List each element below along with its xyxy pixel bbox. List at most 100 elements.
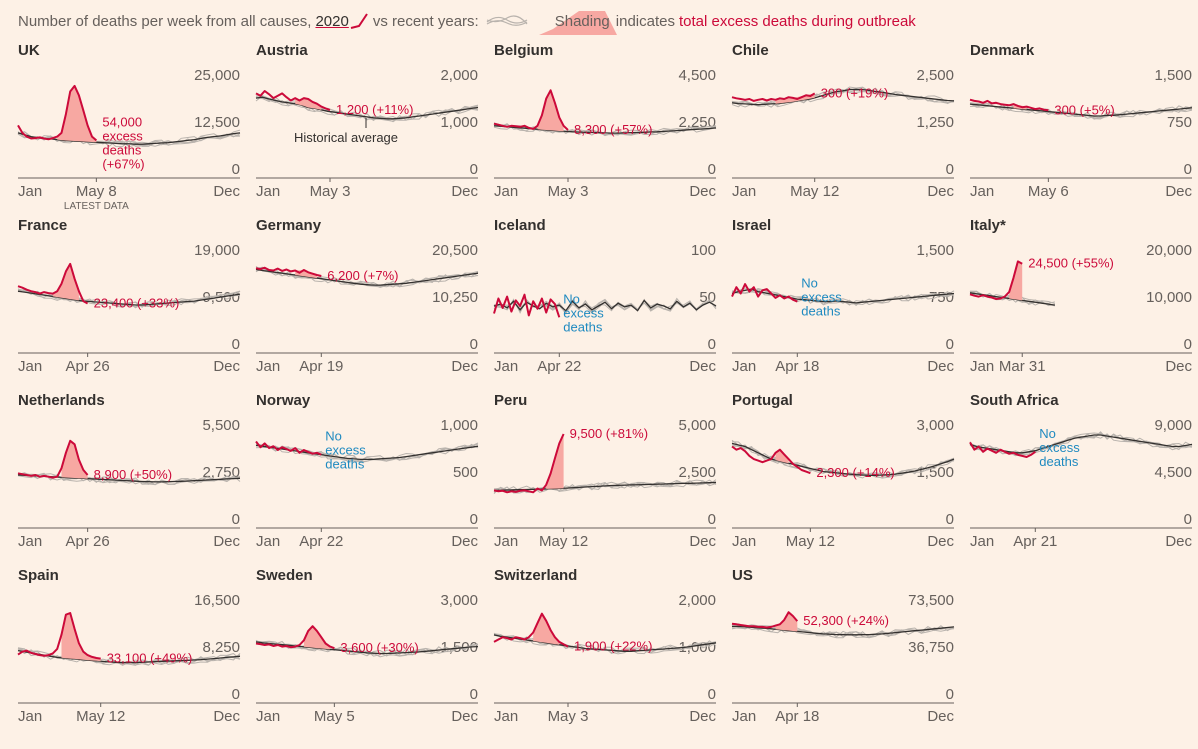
x-tick-label: Jan [732, 533, 756, 550]
annotation-line: deaths [1039, 454, 1079, 469]
y-tick-label: 20,500 [432, 242, 478, 259]
average-line [731, 88, 955, 106]
chart-svg: 1,500 750 0 Jan Apr 18 Dec No excess deaths [731, 242, 954, 375]
y-tick-label: 0 [1184, 161, 1192, 178]
average-line [969, 103, 1193, 117]
excess-annotation: 8,300 (+57%) [574, 122, 652, 137]
excess-annotation: 2,300 (+14%) [816, 465, 894, 480]
x-tick-label: Apr 26 [66, 533, 110, 550]
annotation-line: 1,200 (+11%) [336, 102, 413, 117]
y-tick-label: 0 [232, 511, 240, 528]
y-tick-label: 5,000 [678, 417, 716, 434]
x-tick-label: Apr 19 [299, 358, 343, 375]
x-tick-label: Dec [927, 183, 954, 200]
current-year-line [731, 92, 816, 102]
annotation-line: deaths [102, 142, 142, 157]
excess-shading [57, 85, 97, 143]
excess-annotation: 8,900 (+50%) [94, 467, 172, 482]
current-year-line [969, 441, 1036, 458]
average-line [255, 268, 479, 286]
current-year-line [731, 283, 798, 303]
x-tick-label: Dec [689, 358, 716, 375]
x-tick-label: Apr 18 [775, 708, 819, 725]
y-tick-label: 1,500 [1154, 67, 1192, 84]
past-year-line [255, 639, 479, 657]
annotation-line: excess [1039, 440, 1080, 455]
chart-svg: 20,000 10,000 0 Jan Mar 31 Dec 24,500 (+55%) [969, 242, 1192, 375]
excess-shading [303, 626, 330, 650]
x-tick-label: Dec [451, 183, 478, 200]
x-tick-label: Jan [18, 533, 42, 550]
current-year-line [255, 90, 331, 111]
past-year-line [17, 473, 241, 486]
x-tick-label: Dec [689, 708, 716, 725]
x-tick-label: Jan [18, 183, 42, 200]
y-tick-label: 0 [470, 161, 478, 178]
past-year-line [255, 266, 479, 288]
excess-shading [1009, 261, 1023, 301]
current-year-line [493, 89, 569, 131]
country-title: Austria [256, 42, 308, 59]
legend-current-swatch [350, 13, 368, 29]
excess-annotation: 3,600 (+30%) [340, 640, 418, 655]
annotation-line: 8,900 (+50%) [94, 467, 172, 482]
y-tick-label: 1,500 [916, 242, 954, 259]
excess-shading [775, 449, 789, 464]
excess-shading [61, 613, 101, 662]
average-line [493, 481, 717, 492]
panel-sweden: Sweden 3,000 1,500 0 Jan May 5 Dec 3,600 (+30%) [255, 525, 484, 725]
panel-belgium: Belgium 4,500 2,250 0 Jan May 3 Dec 8,300 (+57%… [493, 0, 722, 200]
x-tick-label: Dec [451, 533, 478, 550]
y-tick-label: 20,000 [1146, 242, 1192, 259]
x-tick-label: May 12 [539, 533, 588, 550]
past-year-line [731, 89, 955, 107]
past-year-line [255, 443, 479, 463]
x-tick-label: Dec [689, 533, 716, 550]
x-tick-label: Dec [213, 533, 240, 550]
panel-norway: Norway 1,000 500 0 Jan Apr 22 Dec No excess death… [255, 350, 484, 550]
x-tick-label: Dec [451, 708, 478, 725]
x-tick-label: May 12 [786, 533, 835, 550]
past-year-line [255, 443, 479, 462]
chart-svg: 100 50 0 Jan Apr 22 Dec No excess deaths [493, 242, 716, 375]
current-year-line [255, 266, 322, 277]
y-tick-label: 0 [470, 511, 478, 528]
excess-annotation: No excess deaths [563, 291, 604, 334]
chart-svg: 20,500 10,250 0 Jan Apr 19 Dec 6,200 (+7%) [255, 242, 479, 375]
excess-annotation: 24,500 (+55%) [1028, 256, 1114, 271]
y-tick-label: 73,500 [908, 592, 954, 609]
y-tick-label: 0 [1184, 336, 1192, 353]
country-title: Belgium [494, 42, 554, 59]
x-tick-label: Apr 18 [775, 358, 819, 375]
y-tick-label: 0 [708, 336, 716, 353]
x-tick-label: Dec [213, 708, 240, 725]
annotation-line: excess [102, 128, 143, 143]
annotation-line: 9,500 (+81%) [570, 426, 648, 441]
annotation-line: excess [325, 443, 366, 458]
legend-shading: Shading [538, 10, 617, 35]
x-tick-label: Dec [451, 358, 478, 375]
x-tick-label: May 12 [76, 708, 125, 725]
panel-switzerland: Switzerland 2,000 1,000 0 Jan May 3 Dec 1,900 (… [493, 525, 722, 725]
latest-data-label: LATEST DATA [64, 201, 129, 212]
average-line [17, 649, 241, 664]
annotation-line: 23,400 (+33%) [94, 296, 180, 311]
country-title: Switzerland [494, 567, 578, 584]
annotation-line: excess [563, 305, 604, 320]
excess-shading [775, 612, 798, 632]
chart-svg: 1,000 500 0 Jan Apr 22 Dec No excess deaths [255, 417, 479, 550]
x-tick-label: Dec [1165, 358, 1192, 375]
y-tick-label: 0 [946, 686, 954, 703]
y-tick-label: 0 [708, 511, 716, 528]
excess-shading [295, 98, 322, 110]
panel-france: France 19,000 9,500 0 Jan Apr 26 Dec 23,400 (+3… [17, 175, 246, 375]
current-year-line [17, 262, 89, 305]
y-tick-label: 12,500 [194, 114, 240, 131]
x-tick-label: Jan [256, 708, 280, 725]
current-year-line [731, 445, 811, 475]
x-tick-label: Apr 26 [66, 358, 110, 375]
excess-annotation: 23,400 (+33%) [94, 296, 180, 311]
